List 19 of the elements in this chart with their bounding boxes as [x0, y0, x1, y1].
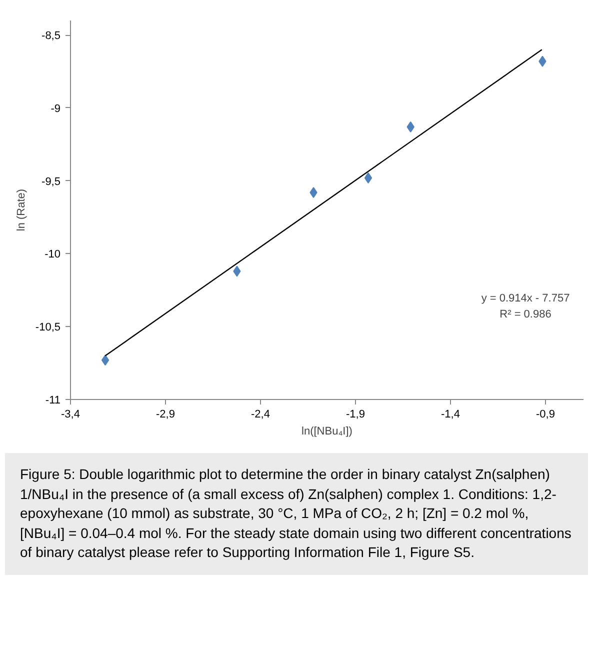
caption: Figure 5: Double logarithmic plot to determine the order in binary catalyst Zn(salphen) 1/NBu₄I in the presence of (a small excess of) Zn(salphen) complex 1. Conditions: 1,2-epoxyhexane (10 mmol) as substrate, 30 °C, 1 MPa of CO₂, 2 h; [Zn] = 0.2 mol %, [NBu₄I] = 0.04–0.4 mol %. For the steady state domain using two different concentrations of binary catalyst please refer to Supporting Information File 1, Figure S5. [20, 465, 572, 562]
y-axis-title: ln (Rate) [15, 188, 28, 232]
x-tick-label: -0,9 [536, 408, 555, 420]
y-tick-label: -9 [50, 102, 60, 115]
y-tick-label: -9,5 [42, 176, 61, 188]
point [101, 354, 110, 366]
x-tick-label: -2,9 [156, 408, 175, 420]
x-tick-label: -3,4 [61, 408, 80, 420]
y-tick-label: -10,5 [35, 322, 61, 334]
x-tick-label: -1,4 [441, 408, 460, 420]
y-tick-label: -11 [45, 394, 61, 406]
point [364, 172, 372, 184]
x-tick-label: -2,4 [251, 408, 270, 420]
x-tick-label: -1,9 [346, 408, 365, 420]
y-tick-label: -10 [44, 248, 61, 261]
annotation: R² = 0.986 [500, 308, 552, 320]
x-axis-title: ln([NBu₄I]) [302, 426, 352, 438]
annotation: y = 0.914x - 7.757 [481, 292, 570, 304]
y-tick-label: -8,5 [42, 30, 61, 42]
